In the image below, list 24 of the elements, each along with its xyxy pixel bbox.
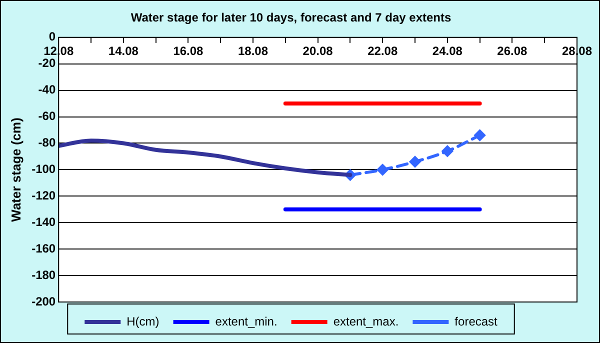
y-tick-label: -40: [38, 82, 56, 97]
x-tick-label: 20.08: [302, 44, 334, 58]
legend-label: extent_min.: [215, 314, 278, 328]
x-tick-label: 18.08: [238, 44, 268, 58]
x-tick-label: 16.08: [173, 44, 204, 58]
y-axis-title: Water stage (cm): [8, 118, 24, 222]
y-tick-label: -180: [32, 268, 56, 282]
y-tick-label: -20: [38, 56, 56, 70]
legend-label: forecast: [454, 314, 498, 328]
x-tick-label: 14.08: [108, 44, 139, 58]
y-tick-label: -80: [38, 136, 56, 150]
y-tick-label: -140: [32, 214, 56, 229]
legend-label: extent_max.: [333, 314, 399, 328]
x-tick-label: 26.08: [497, 44, 528, 58]
x-tick-label: 22.08: [368, 44, 398, 58]
y-tick-label: -160: [32, 241, 56, 256]
y-tick-label: -120: [32, 188, 56, 202]
y-tick-label: -100: [32, 162, 56, 176]
y-tick-label: -60: [38, 109, 56, 124]
legend-label: H(cm): [126, 314, 160, 328]
x-tick-label: 24.08: [432, 44, 463, 58]
y-tick-label: -200: [32, 294, 56, 308]
chart-title: Water stage for later 10 days, forecast and 7 day extents: [130, 10, 452, 25]
y-tick-label: 0: [48, 30, 56, 44]
